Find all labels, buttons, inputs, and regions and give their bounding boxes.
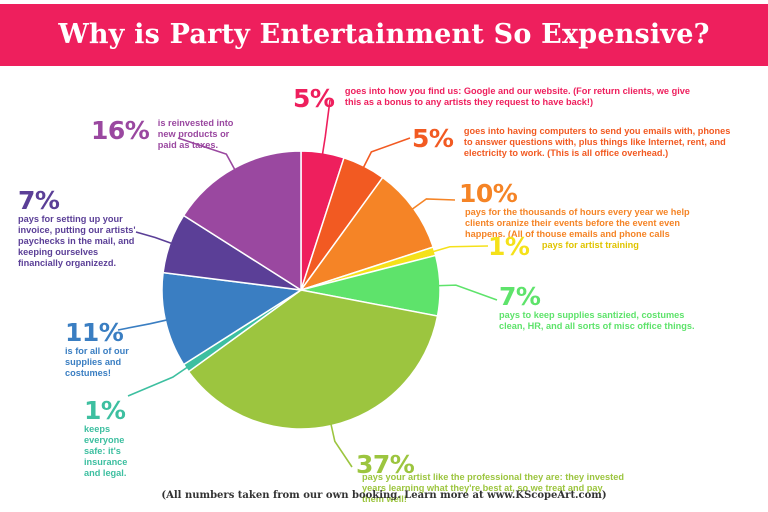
slice-4-text: pays to keep supplies santizied, costume… [499,310,695,331]
slice-1-text: goes into having computers to send you e… [463,126,731,158]
annotation-slice-7: 11% is for all of our supplies and costu… [65,320,155,379]
slice-7-text: is for all of our supplies and costumes! [65,346,129,378]
slice-2-percent: 10% [459,179,518,208]
title-banner: Why is Party Entertainment So Expensive? [0,4,768,66]
annotation-slice-5: 37% pays your artist like the profession… [356,452,686,505]
slice-3-text: pays for artist training [541,240,639,250]
slice-3-percent: 1% [488,232,530,261]
annotation-slice-9: 16% is reinvested into new products or p… [91,118,261,151]
leader-line-7 [117,318,170,331]
leader-line-4 [435,284,498,301]
slice-0-percent: 5% [293,84,335,113]
slice-1-percent: 5% [412,124,454,153]
slice-0-text: goes into how you find us: Google and ou… [344,86,690,107]
slice-2-text: pays for the thousands of hours every ye… [465,207,690,239]
slice-4-percent: 7% [499,282,541,311]
slice-9-text: is reinvested into new products or paid … [157,118,234,150]
annotation-slice-4: 7% pays to keep supplies santizied, cost… [499,284,739,332]
annotation-slice-0: 5% goes into how you find us: Google and… [293,86,723,112]
leader-line-1 [361,137,411,171]
annotation-slice-1: 5% goes into having computers to send yo… [412,126,742,159]
slice-6-text: keeps everyone safe: it's insurance and … [84,424,128,478]
slice-5-text: pays your artist like the professional t… [362,472,624,504]
annotation-slice-3: 1% pays for artist training [488,234,688,260]
leader-line-6 [127,365,190,397]
slice-7-percent: 11% [65,318,124,347]
leader-line-9 [177,137,237,173]
leader-line-2 [409,198,456,212]
annotation-slice-2: 10% pays for the thousands of hours ever… [459,181,759,240]
slice-6-percent: 1% [84,396,126,425]
slice-8-text: pays for setting up your invoice, puttin… [18,214,136,268]
page-title: Why is Party Entertainment So Expensive? [58,19,710,50]
leader-line-0 [321,99,331,157]
leader-line-5 [329,421,353,468]
slice-5-percent: 37% [356,450,415,479]
leader-line-8 [135,231,175,246]
footer-note: (All numbers taken from our own booking.… [161,490,607,501]
slice-8-percent: 7% [18,186,60,215]
annotation-slice-6: 1% keeps everyone safe: it's insurance a… [84,398,164,479]
annotation-slice-8: 7% pays for setting up your invoice, put… [18,188,158,269]
slice-9-percent: 16% [91,116,150,145]
leader-line-3 [430,245,489,254]
